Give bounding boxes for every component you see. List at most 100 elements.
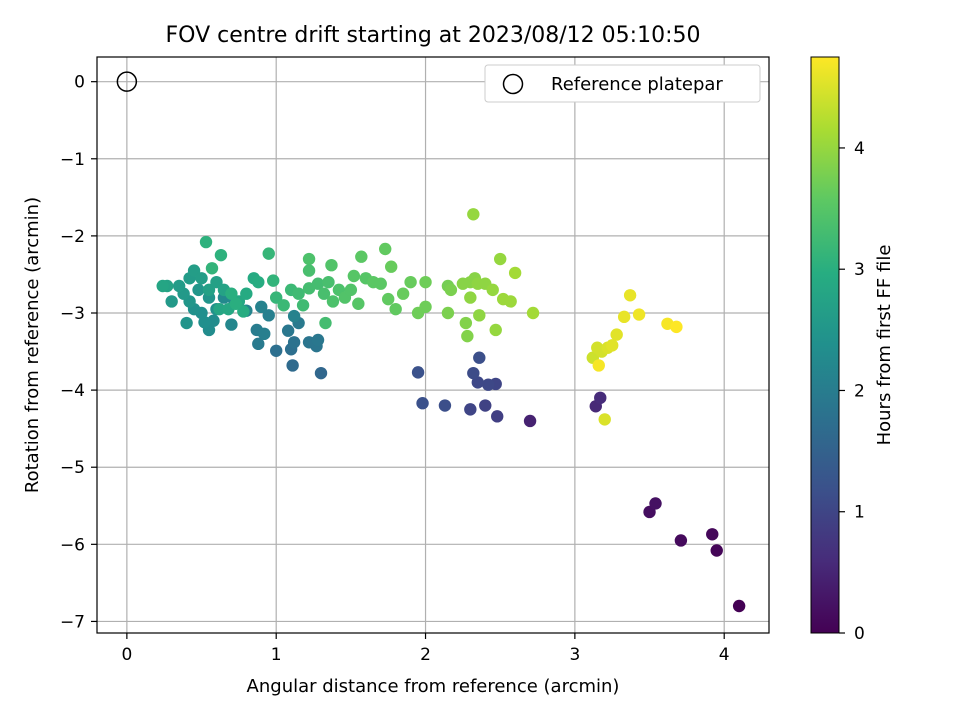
- data-point: [267, 274, 280, 287]
- x-tick-label: 2: [420, 645, 431, 665]
- x-axis-ticks: 0 1 2 3 4: [121, 633, 730, 665]
- data-point: [464, 291, 477, 304]
- data-point: [187, 264, 201, 277]
- colorbar-tick-label: 1: [854, 503, 865, 523]
- data-point: [598, 413, 611, 426]
- y-tick-label: −6: [60, 535, 85, 555]
- data-point: [199, 235, 213, 249]
- data-point: [523, 414, 537, 428]
- data-point: [210, 275, 223, 289]
- y-tick-label: −5: [60, 458, 85, 478]
- data-point: [317, 287, 331, 300]
- data-point: [594, 391, 607, 405]
- grid-lines: [97, 57, 769, 633]
- data-point: [302, 252, 316, 266]
- data-point: [202, 283, 216, 297]
- data-point: [610, 328, 623, 341]
- data-point: [606, 339, 619, 352]
- colorbar-ticks: 0 1 2 3 4: [839, 139, 865, 644]
- data-point: [592, 359, 605, 372]
- data-point: [302, 264, 316, 277]
- legend: Reference platepar: [484, 64, 761, 103]
- colorbar-tick-label: 4: [854, 139, 865, 159]
- data-point: [411, 366, 425, 379]
- data-point: [491, 410, 504, 423]
- data-point: [456, 277, 470, 290]
- data-point: [344, 283, 358, 297]
- data-point: [382, 292, 395, 306]
- x-tick-label: 1: [271, 645, 282, 665]
- data-point: [379, 242, 392, 256]
- data-point: [494, 252, 507, 266]
- data-point: [319, 316, 332, 330]
- data-point: [489, 323, 502, 337]
- data-point: [355, 250, 368, 263]
- data-point: [526, 306, 540, 320]
- data-point: [229, 297, 243, 310]
- y-axis-ticks: 0 −1 −2 −3 −4 −5 −6 −7: [60, 73, 97, 632]
- data-point: [473, 351, 486, 364]
- plot-frame: [96, 56, 770, 634]
- data-point: [292, 287, 305, 300]
- data-point: [286, 359, 299, 372]
- data-point: [508, 266, 522, 280]
- data-point: [389, 302, 402, 316]
- data-point: [706, 528, 719, 541]
- data-point: [156, 279, 169, 293]
- legend-entry-reference: Reference platepar: [551, 74, 723, 95]
- data-point: [438, 399, 452, 412]
- legend-box: [484, 64, 761, 103]
- data-point: [467, 366, 480, 380]
- data-point: [471, 376, 484, 389]
- y-tick-label: −7: [60, 612, 85, 632]
- data-point: [240, 287, 253, 300]
- data-point: [347, 269, 361, 283]
- chart-title: FOV centre drift starting at 2023/08/12 …: [166, 23, 701, 48]
- data-point: [214, 248, 228, 262]
- data-point: [180, 316, 193, 330]
- data-point: [252, 337, 265, 351]
- data-point: [416, 397, 429, 410]
- data-point: [172, 279, 186, 293]
- data-point: [419, 300, 432, 314]
- y-tick-label: 0: [74, 73, 85, 93]
- data-point: [270, 291, 283, 304]
- colorbar-gradient: [810, 56, 840, 634]
- data-point: [441, 306, 455, 320]
- data-point: [281, 324, 295, 337]
- data-point: [255, 300, 268, 314]
- data-point: [482, 378, 495, 391]
- y-tick-label: −2: [60, 227, 85, 247]
- colorbar-tick-label: 2: [854, 381, 865, 401]
- data-point: [479, 399, 492, 412]
- data-points: [156, 208, 746, 613]
- data-point: [237, 305, 250, 318]
- data-point: [192, 283, 205, 297]
- data-point: [296, 299, 310, 312]
- data-point: [322, 275, 335, 289]
- data-point: [632, 308, 646, 321]
- data-point: [270, 344, 283, 357]
- data-point: [213, 302, 226, 316]
- data-point: [326, 295, 340, 308]
- x-axis-label: Angular distance from reference (arcmin): [247, 676, 620, 697]
- data-point: [374, 277, 387, 290]
- data-point: [252, 275, 265, 289]
- data-point: [396, 287, 410, 300]
- colorbar-tick-label: 0: [854, 624, 865, 644]
- x-tick-label: 3: [569, 645, 580, 665]
- data-point: [467, 208, 480, 221]
- data-point: [464, 403, 477, 416]
- data-point: [473, 309, 486, 322]
- y-tick-label: −1: [60, 150, 85, 170]
- data-point: [486, 283, 499, 297]
- data-point: [710, 544, 723, 557]
- colorbar-tick-label: 3: [854, 260, 865, 280]
- data-point: [165, 295, 178, 308]
- x-tick-label: 0: [121, 645, 132, 665]
- data-point: [670, 320, 683, 334]
- data-point: [311, 277, 325, 290]
- data-point: [325, 258, 338, 272]
- data-point: [287, 336, 301, 349]
